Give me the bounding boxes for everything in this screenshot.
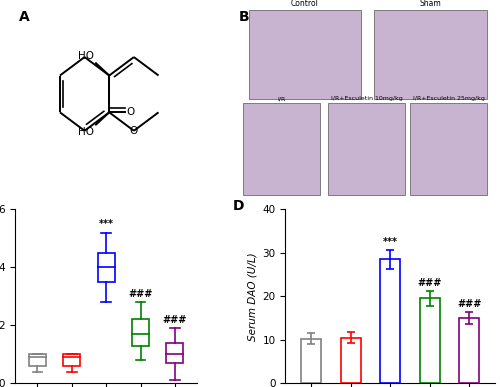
Text: ###: ###	[418, 277, 442, 288]
FancyBboxPatch shape	[244, 103, 320, 195]
Text: A: A	[19, 10, 30, 24]
Text: Control: Control	[291, 0, 319, 8]
Text: B: B	[238, 10, 249, 24]
FancyBboxPatch shape	[328, 103, 405, 195]
Bar	[301, 339, 321, 383]
Text: ***: ***	[98, 219, 114, 229]
Text: O: O	[126, 107, 134, 117]
FancyBboxPatch shape	[374, 10, 488, 99]
FancyBboxPatch shape	[248, 10, 362, 99]
Bar	[29, 354, 46, 366]
Text: Sham: Sham	[420, 0, 442, 8]
Text: D: D	[233, 199, 244, 213]
Text: O: O	[130, 126, 138, 136]
Text: I/R: I/R	[278, 96, 286, 101]
Text: HO: HO	[78, 127, 94, 137]
Bar	[98, 253, 114, 282]
Bar	[63, 354, 80, 366]
Text: I/R+Esculetin 10mg/kg: I/R+Esculetin 10mg/kg	[331, 96, 402, 101]
Bar	[132, 319, 149, 346]
Bar	[460, 318, 479, 383]
Text: ###: ###	[457, 299, 481, 309]
Bar	[166, 342, 184, 363]
Text: ###: ###	[162, 315, 187, 325]
Y-axis label: Serum DAO (U/L): Serum DAO (U/L)	[247, 252, 257, 341]
Bar	[341, 337, 360, 383]
Text: ###: ###	[128, 289, 152, 299]
Text: I/R+Esculetin 25mg/kg: I/R+Esculetin 25mg/kg	[413, 96, 484, 101]
Bar	[380, 259, 400, 383]
FancyBboxPatch shape	[410, 103, 488, 195]
Text: HO: HO	[78, 51, 94, 61]
Text: ***: ***	[382, 237, 398, 247]
Bar	[420, 298, 440, 383]
